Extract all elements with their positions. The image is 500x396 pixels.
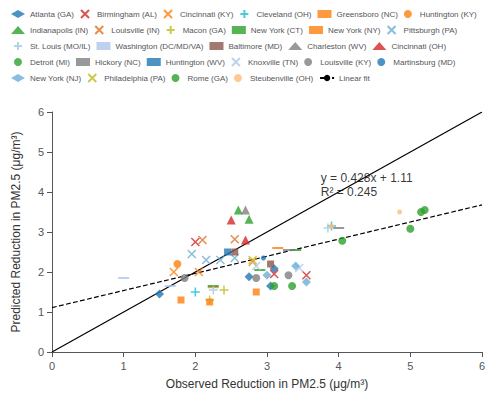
svg-text:New York (CT): New York (CT): [251, 26, 303, 35]
svg-text:St. Louis (MO/IL): St. Louis (MO/IL): [30, 42, 91, 51]
svg-text:0: 0: [38, 346, 44, 358]
svg-text:1: 1: [38, 306, 44, 318]
svg-text:4: 4: [38, 186, 44, 198]
svg-text:Rome (GA): Rome (GA): [187, 74, 228, 83]
svg-text:Louisville (IN): Louisville (IN): [111, 26, 160, 35]
svg-text:3: 3: [38, 226, 44, 238]
svg-text:4: 4: [336, 360, 342, 372]
svg-text:5: 5: [38, 146, 44, 158]
svg-text:Predicted Reduction in PM2.5 (: Predicted Reduction in PM2.5 (μg/m³): [9, 132, 23, 333]
svg-text:New York (NJ): New York (NJ): [30, 74, 81, 83]
svg-text:0: 0: [49, 360, 55, 372]
svg-text:Cincinnati (KY): Cincinnati (KY): [180, 10, 234, 19]
svg-text:Cleveland (OH): Cleveland (OH): [256, 10, 311, 19]
svg-text:y = 0.428x + 1.11: y = 0.428x + 1.11: [321, 171, 413, 185]
svg-text:Indianapolis (IN): Indianapolis (IN): [30, 26, 89, 35]
svg-text:6: 6: [38, 106, 44, 118]
svg-text:Philadelphia (PA): Philadelphia (PA): [104, 74, 166, 83]
svg-text:2: 2: [38, 266, 44, 278]
svg-text:Linear fit: Linear fit: [339, 74, 370, 83]
svg-text:Baltimore (MD): Baltimore (MD): [228, 42, 282, 51]
svg-text:6: 6: [479, 360, 485, 372]
svg-text:Birmingham (AL): Birmingham (AL): [97, 10, 157, 19]
svg-text:Pittsburgh (PA): Pittsburgh (PA): [404, 26, 458, 35]
svg-text:New York (NY): New York (NY): [328, 26, 381, 35]
svg-text:Martinsburg (MD): Martinsburg (MD): [393, 58, 456, 67]
svg-text:Knoxville (TN): Knoxville (TN): [248, 58, 299, 67]
svg-text:R² = 0.245: R² = 0.245: [321, 185, 378, 199]
svg-text:Detroit (MI): Detroit (MI): [30, 58, 70, 67]
svg-text:Washington (DC/MD/VA): Washington (DC/MD/VA): [115, 42, 203, 51]
svg-text:Louisville (KY): Louisville (KY): [320, 58, 371, 67]
svg-text:Hickory (NC): Hickory (NC): [95, 58, 141, 67]
svg-text:1: 1: [121, 360, 127, 372]
svg-text:5: 5: [407, 360, 413, 372]
svg-text:Huntington (WV): Huntington (WV): [166, 58, 225, 67]
svg-text:3: 3: [264, 360, 270, 372]
svg-text:Steubenville (OH): Steubenville (OH): [250, 74, 313, 83]
svg-text:2: 2: [192, 360, 198, 372]
svg-text:Atlanta (GA): Atlanta (GA): [30, 10, 74, 19]
svg-text:Huntington (KY): Huntington (KY): [420, 10, 477, 19]
svg-text:Greensboro (NC): Greensboro (NC): [337, 10, 399, 19]
svg-text:Macon (GA): Macon (GA): [183, 26, 226, 35]
svg-text:Cincinnati (OH): Cincinnati (OH): [391, 42, 446, 51]
svg-text:Charleston (WV): Charleston (WV): [307, 42, 366, 51]
svg-text:Observed Reduction in PM2.5 (μ: Observed Reduction in PM2.5 (μg/m³): [166, 377, 368, 391]
